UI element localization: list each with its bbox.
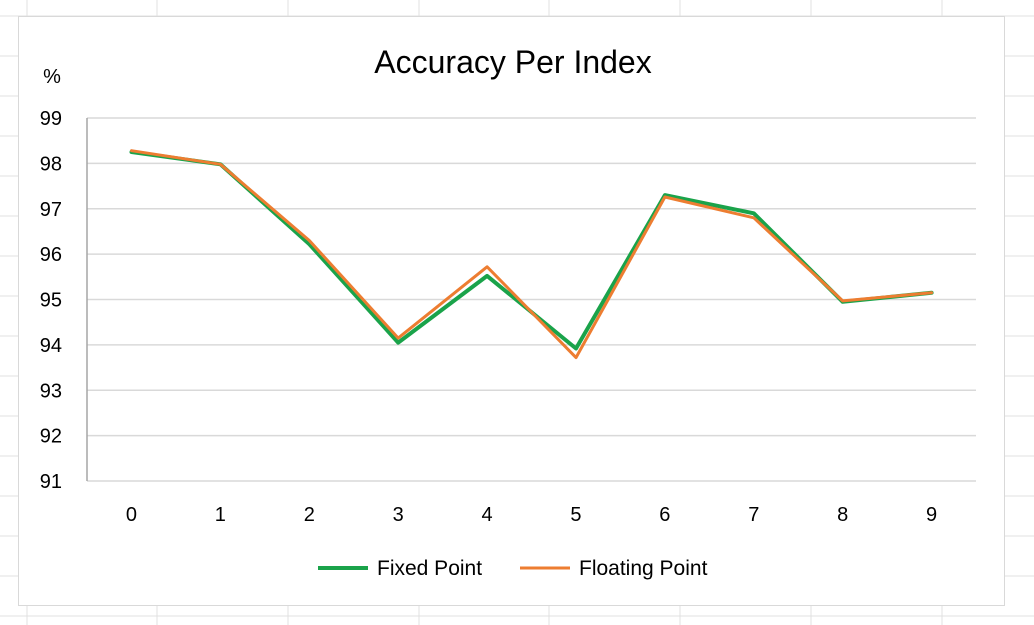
chart-area[interactable]: Accuracy Per Index % 91 92 93 94 95 96 97 98 99 … <box>18 16 1005 606</box>
legend-label: Fixed Point <box>377 557 482 580</box>
chart-title: Accuracy Per Index <box>374 44 651 80</box>
series-line-1 <box>129 150 934 351</box>
y-tick-label: 91 <box>40 471 62 493</box>
y-tick-label: 98 <box>40 153 62 175</box>
x-tick-label: 1 <box>215 504 226 526</box>
x-tick-label: 3 <box>393 504 404 526</box>
y-tick-label: 99 <box>40 108 62 130</box>
gridlines <box>87 117 976 482</box>
x-tick-label: 6 <box>659 504 670 526</box>
y-tick-label: 94 <box>40 335 62 357</box>
y-axis-unit-label: % <box>43 66 61 88</box>
legend: Fixed Point Floating Point <box>318 557 708 580</box>
x-tick-label: 2 <box>304 504 315 526</box>
y-tick-label: 96 <box>40 244 62 266</box>
x-tick-label: 9 <box>926 504 937 526</box>
y-tick-label: 92 <box>40 426 62 448</box>
y-tick-label: 97 <box>40 199 62 221</box>
y-tick-label: 95 <box>40 290 62 312</box>
x-axis-ticks: 0 1 2 3 4 5 6 7 8 9 <box>126 504 937 526</box>
x-tick-label: 0 <box>126 504 137 526</box>
series-lines <box>129 149 934 360</box>
x-tick-label: 4 <box>481 504 492 526</box>
x-tick-label: 8 <box>837 504 848 526</box>
legend-label: Floating Point <box>579 557 708 580</box>
y-tick-label: 93 <box>40 380 62 402</box>
x-tick-label: 7 <box>748 504 759 526</box>
series-line-2 <box>130 149 934 360</box>
line-chart: Accuracy Per Index % 919293949596979899 … <box>40 44 976 580</box>
y-axis-ticks: 91 92 93 94 95 96 97 98 99 <box>40 108 62 493</box>
x-tick-label: 5 <box>570 504 581 526</box>
